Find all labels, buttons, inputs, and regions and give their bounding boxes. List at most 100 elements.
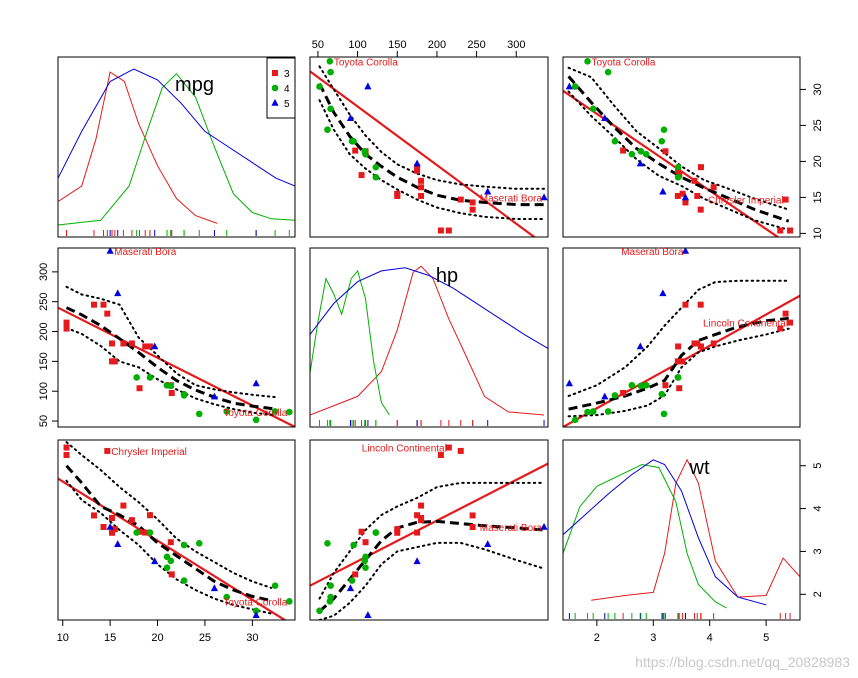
data-point-4	[180, 577, 188, 584]
data-point-4	[167, 557, 175, 565]
data-point-3	[782, 310, 789, 317]
data-point-5	[659, 289, 667, 297]
data-point-3	[168, 389, 175, 396]
smoother-lower-band	[318, 541, 545, 620]
data-point-4	[326, 58, 334, 65]
data-point-3	[63, 325, 70, 332]
density-curve-4	[563, 463, 727, 609]
data-point-3	[620, 147, 627, 154]
data-point-3	[782, 196, 789, 203]
panel-plot-area	[310, 265, 548, 426]
density-curve-4	[310, 269, 390, 416]
data-point-4	[628, 381, 636, 389]
density-curve-3	[310, 265, 545, 416]
data-point-4	[286, 598, 293, 605]
data-point-3	[620, 389, 627, 396]
data-point-3	[128, 340, 135, 347]
data-point-5	[540, 193, 548, 201]
data-point-4	[589, 105, 597, 113]
data-point-5	[210, 584, 219, 592]
data-point-5	[484, 187, 492, 195]
data-point-4	[324, 539, 331, 547]
panel-hp-vs-wt	[562, 247, 801, 428]
data-point-4	[271, 582, 279, 590]
density-curve-5	[563, 459, 767, 606]
data-point-5	[252, 611, 260, 618]
data-point-3	[109, 358, 116, 365]
data-point-4	[361, 557, 369, 565]
data-point-4	[674, 163, 682, 171]
data-point-3	[457, 196, 464, 203]
data-point-4	[252, 416, 260, 424]
data-point-4	[611, 137, 619, 145]
tick-label: 3	[812, 548, 824, 554]
data-point-3	[91, 512, 98, 519]
density-curve-4	[58, 72, 295, 226]
data-point-5	[106, 523, 114, 530]
panel-frame	[309, 247, 549, 428]
data-point-4	[327, 593, 334, 601]
data-point-3	[100, 524, 107, 530]
data-point-3	[662, 382, 669, 389]
data-point-4	[372, 173, 380, 181]
tick-label: 200	[38, 322, 50, 340]
point-label: Maserati Bora	[621, 247, 684, 258]
data-point-3	[457, 447, 464, 454]
tick-label: 20	[151, 632, 163, 644]
data-point-3	[168, 571, 175, 578]
point-label: Maserati Bora	[480, 193, 543, 204]
density-curve-3	[58, 71, 218, 224]
data-point-3	[91, 301, 98, 308]
data-point-5	[364, 611, 372, 618]
data-point-3	[414, 529, 421, 536]
panel-frame	[562, 56, 801, 238]
data-point-5	[659, 187, 667, 195]
data-point-3	[63, 444, 70, 451]
data-point-3	[418, 177, 425, 184]
panel-plot-area	[563, 458, 800, 619]
data-point-3	[358, 172, 365, 179]
data-point-5	[114, 540, 122, 547]
panel-wt-vs-wt: wt	[562, 439, 801, 621]
panel-frame	[562, 439, 801, 621]
data-point-4	[146, 529, 154, 536]
smoother-line	[65, 306, 277, 411]
variable-label-mpg: mpg	[175, 74, 214, 96]
data-point-4	[589, 408, 597, 415]
data-point-3	[445, 444, 452, 451]
regression-line	[310, 70, 537, 237]
data-point-4	[223, 593, 231, 601]
tick-label: 10	[57, 632, 69, 644]
smoother-line	[567, 75, 790, 223]
point-label: Toyota Corolla	[334, 57, 398, 68]
data-point-3	[679, 358, 686, 365]
data-point-5	[210, 392, 219, 400]
data-point-5	[540, 523, 548, 530]
data-point-4	[372, 529, 380, 536]
data-point-5	[106, 248, 114, 254]
data-point-4	[660, 410, 668, 418]
panel-plot-area	[563, 248, 800, 427]
smoother-line	[318, 519, 545, 613]
data-point-3	[414, 164, 421, 171]
regression-line	[310, 462, 548, 587]
data-point-3	[111, 526, 118, 533]
variable-label-hp: hp	[436, 265, 458, 287]
panel-hp-vs-mpg	[57, 247, 296, 428]
variable-label-wt: wt	[689, 457, 710, 479]
data-point-3	[787, 227, 794, 234]
panel-mpg-vs-wt	[562, 56, 801, 238]
data-point-4	[362, 564, 369, 572]
data-point-4	[584, 408, 591, 416]
panel-wt-vs-hp	[309, 439, 549, 621]
data-point-3	[787, 319, 794, 326]
tick-label: 4	[812, 506, 824, 512]
data-point-4	[180, 541, 188, 549]
data-point-4	[604, 408, 612, 415]
data-point-3	[104, 310, 111, 317]
data-point-3	[674, 358, 681, 365]
smoother-lower-band	[318, 99, 545, 220]
data-point-3	[777, 325, 784, 332]
data-point-4	[163, 564, 171, 572]
